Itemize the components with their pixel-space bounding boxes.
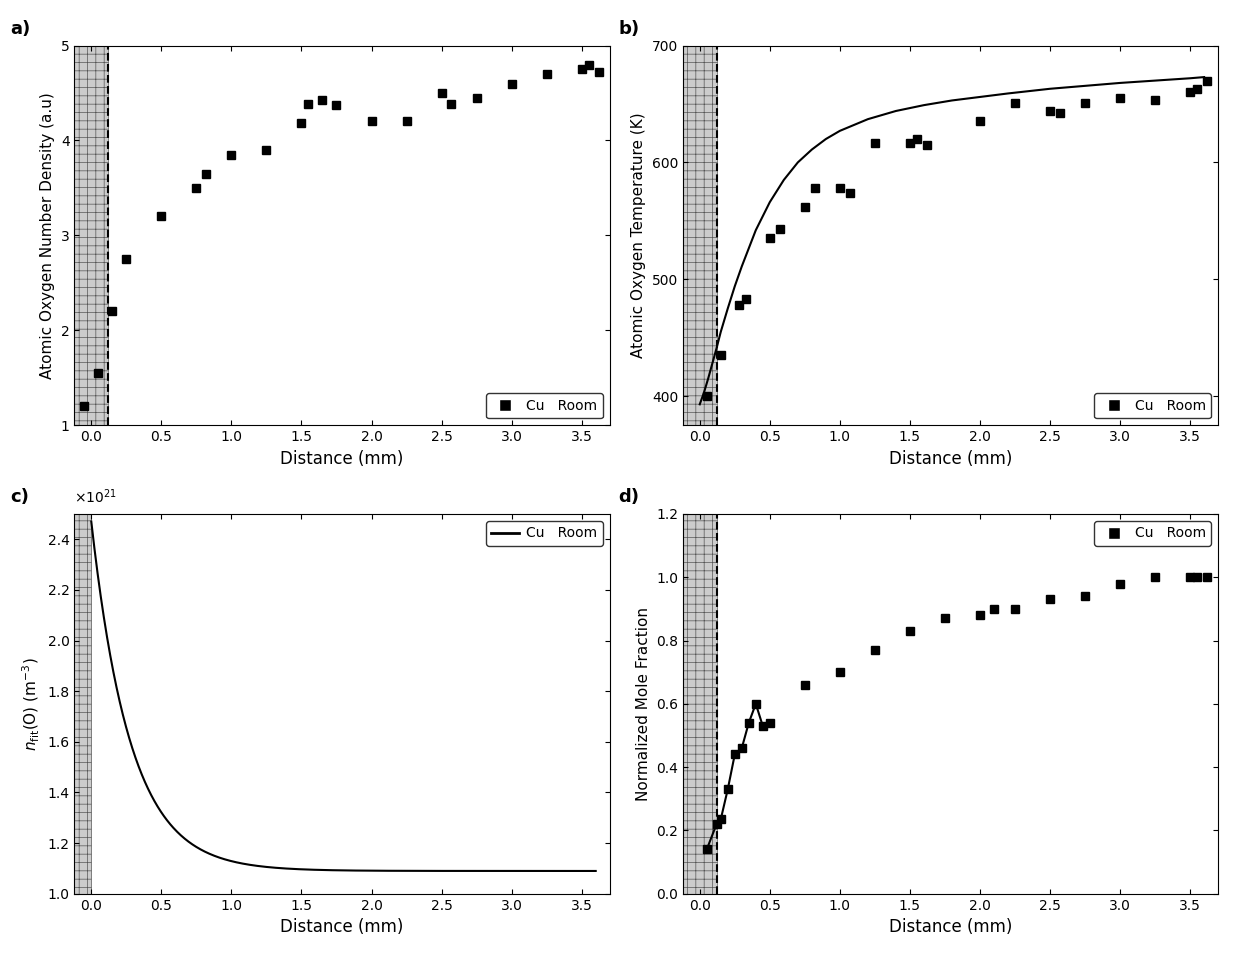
Bar <box>74 46 108 425</box>
Legend: Cu   Room: Cu Room <box>1094 393 1212 418</box>
Legend: Cu   Room: Cu Room <box>486 393 602 418</box>
Text: c): c) <box>10 488 30 506</box>
X-axis label: Distance (mm): Distance (mm) <box>280 918 404 936</box>
Bar <box>74 514 92 894</box>
Bar <box>683 514 716 894</box>
Y-axis label: Atomic Oxygen Temperature (K): Atomic Oxygen Temperature (K) <box>631 113 646 358</box>
Y-axis label: Normalized Mole Fraction: Normalized Mole Fraction <box>636 607 650 801</box>
Legend: Cu   Room: Cu Room <box>486 521 602 546</box>
Text: $\times10^{21}$: $\times10^{21}$ <box>74 488 118 506</box>
X-axis label: Distance (mm): Distance (mm) <box>888 918 1012 936</box>
Y-axis label: $n_{\rm fit}(\rm O)\ (\rm m^{-3})$: $n_{\rm fit}(\rm O)\ (\rm m^{-3})$ <box>21 657 42 750</box>
Text: a): a) <box>10 20 31 38</box>
Legend: Cu   Room: Cu Room <box>1094 521 1212 546</box>
Text: b): b) <box>618 20 639 38</box>
Y-axis label: Atomic Oxygen Number Density (a.u): Atomic Oxygen Number Density (a.u) <box>40 92 56 379</box>
Bar <box>683 46 716 425</box>
Text: d): d) <box>618 488 639 506</box>
X-axis label: Distance (mm): Distance (mm) <box>888 450 1012 468</box>
X-axis label: Distance (mm): Distance (mm) <box>280 450 404 468</box>
